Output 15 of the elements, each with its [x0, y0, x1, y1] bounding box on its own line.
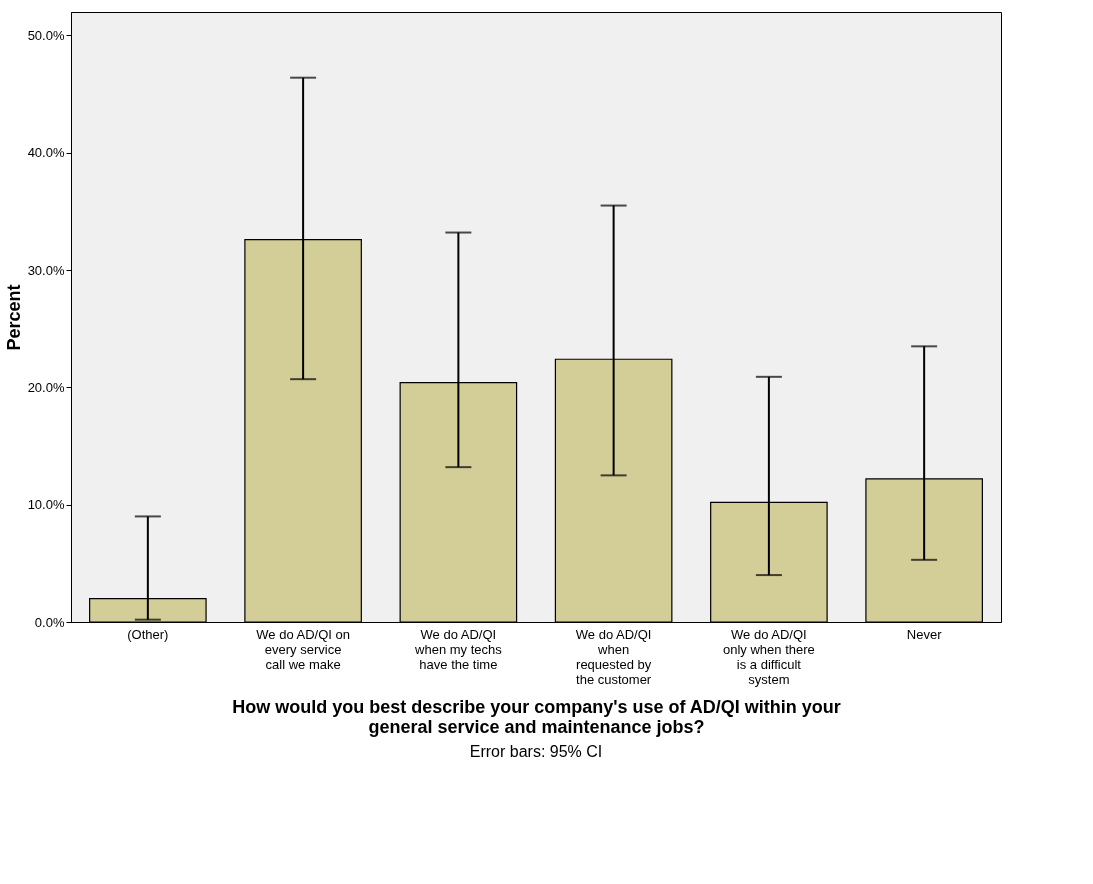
- y-tick-label: 40.0%: [27, 145, 65, 161]
- x-tick-label: We do AD/QI on every service call we make: [256, 626, 350, 672]
- y-tick-label: 20.0%: [27, 379, 65, 395]
- text: Error bars: 95% CI: [469, 743, 603, 760]
- x-tick-label: We do AD/QI only when there is a difficult system: [723, 626, 815, 687]
- y-tick-label: 10.0%: [27, 497, 65, 513]
- x-tick-label: We do AD/QI when requested by the customer: [575, 626, 652, 687]
- x-tick-label: We do AD/QI when my techs have the time: [414, 626, 503, 672]
- x-tick-label: Never: [906, 626, 943, 642]
- y-axis-title: Percent: [3, 284, 24, 351]
- y-tick-label: 50.0%: [27, 27, 65, 43]
- y-tick-label: 30.0%: [27, 262, 65, 278]
- x-tick-label: (Other): [127, 626, 169, 642]
- x-axis-title: How would you best describe your company's use of AD/QI within your general service and maintenance jobs?: [232, 696, 841, 737]
- y-tick-label: 0.0%: [34, 614, 65, 630]
